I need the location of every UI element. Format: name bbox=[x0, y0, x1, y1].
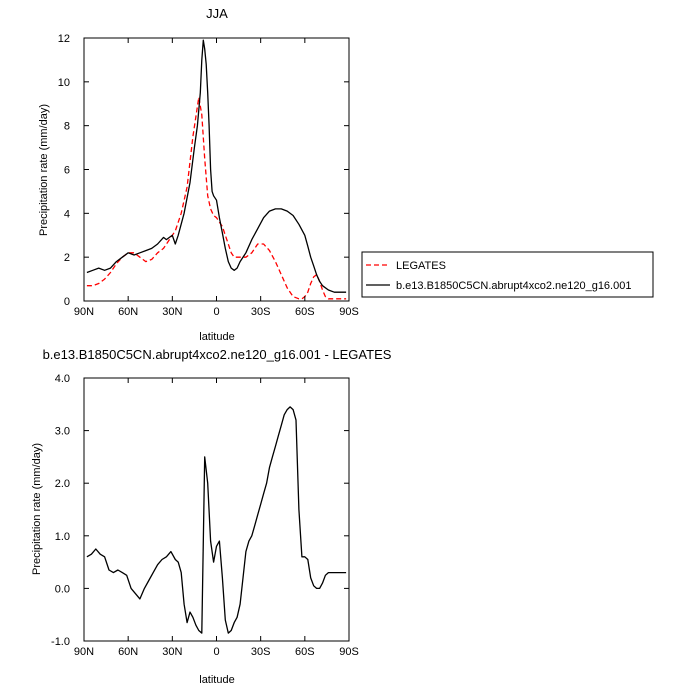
top-x-tick-label: 60S bbox=[295, 306, 315, 318]
top-x-tick-label: 30N bbox=[162, 306, 182, 318]
bottom-x-axis-label: latitude bbox=[199, 674, 234, 686]
bottom-y-tick-label: 0.0 bbox=[55, 583, 70, 595]
bottom-x-tick-label: 60N bbox=[118, 646, 138, 658]
bottom-x-tick-label: 60S bbox=[295, 646, 315, 658]
bottom-x-tick-label: 90N bbox=[74, 646, 94, 658]
bottom-series-group bbox=[86, 406, 347, 634]
bottom-chart-title: b.e13.B1850C5CN.abrupt4xco2.ne120_g16.00… bbox=[43, 347, 392, 362]
bottom-y-axis-label: Precipitation rate (mm/day) bbox=[31, 443, 43, 575]
legend: LEGATES b.e13.B1850C5CN.abrupt4xco2.ne12… bbox=[361, 251, 654, 298]
top-tick-group: 90N 60N 30N 0 30S 60S 90S 0 2 4 6 8 10 12 bbox=[58, 33, 359, 318]
top-y-tick-label: 2 bbox=[64, 252, 70, 264]
bottom-y-tick-label: 2.0 bbox=[55, 478, 70, 490]
bottom-x-tick-label: 30S bbox=[251, 646, 271, 658]
bottom-series-line-difference bbox=[86, 406, 347, 634]
top-chart-title: JJA bbox=[206, 6, 228, 21]
top-y-tick-label: 0 bbox=[64, 296, 70, 308]
top-panel: JJA Precipitation rate (mm/day) latitude… bbox=[38, 6, 359, 343]
bottom-y-tick-label: 4.0 bbox=[55, 373, 70, 385]
top-x-axis-label: latitude bbox=[199, 331, 234, 343]
top-series-line-model bbox=[86, 39, 347, 293]
legend-entry-legates: LEGATES bbox=[396, 260, 446, 272]
top-plot-frame bbox=[83, 37, 350, 302]
bottom-x-tick-label: 30N bbox=[162, 646, 182, 658]
top-x-tick-label: 30S bbox=[251, 306, 271, 318]
top-x-tick-label: 60N bbox=[118, 306, 138, 318]
bottom-panel: b.e13.B1850C5CN.abrupt4xco2.ne120_g16.00… bbox=[31, 347, 392, 686]
bottom-y-tick-label: 1.0 bbox=[55, 531, 70, 543]
top-x-tick-label: 90S bbox=[339, 306, 359, 318]
top-y-tick-label: 8 bbox=[64, 121, 70, 133]
top-y-axis-label: Precipitation rate (mm/day) bbox=[38, 104, 50, 236]
bottom-y-tick-label: 3.0 bbox=[55, 426, 70, 438]
top-y-tick-label: 10 bbox=[58, 77, 70, 89]
bottom-x-tick-label: 90S bbox=[339, 646, 359, 658]
bottom-tick-group: 90N 60N 30N 0 30S 60S 90S -1.0 0.0 1.0 2.0 3.0 4.0 bbox=[51, 373, 359, 658]
top-y-tick-label: 4 bbox=[64, 208, 70, 220]
legend-box bbox=[361, 251, 654, 298]
top-x-tick-label: 0 bbox=[213, 306, 219, 318]
bottom-y-tick-label: -1.0 bbox=[51, 636, 70, 648]
legend-entry-model: b.e13.B1850C5CN.abrupt4xco2.ne120_g16.00… bbox=[396, 280, 631, 292]
top-y-tick-label: 6 bbox=[64, 165, 70, 177]
top-x-tick-label: 90N bbox=[74, 306, 94, 318]
top-series-group bbox=[86, 39, 347, 300]
bottom-plot-frame bbox=[83, 377, 350, 642]
top-y-tick-label: 12 bbox=[58, 33, 70, 45]
bottom-x-tick-label: 0 bbox=[213, 646, 219, 658]
top-series-line-legates bbox=[86, 96, 347, 300]
